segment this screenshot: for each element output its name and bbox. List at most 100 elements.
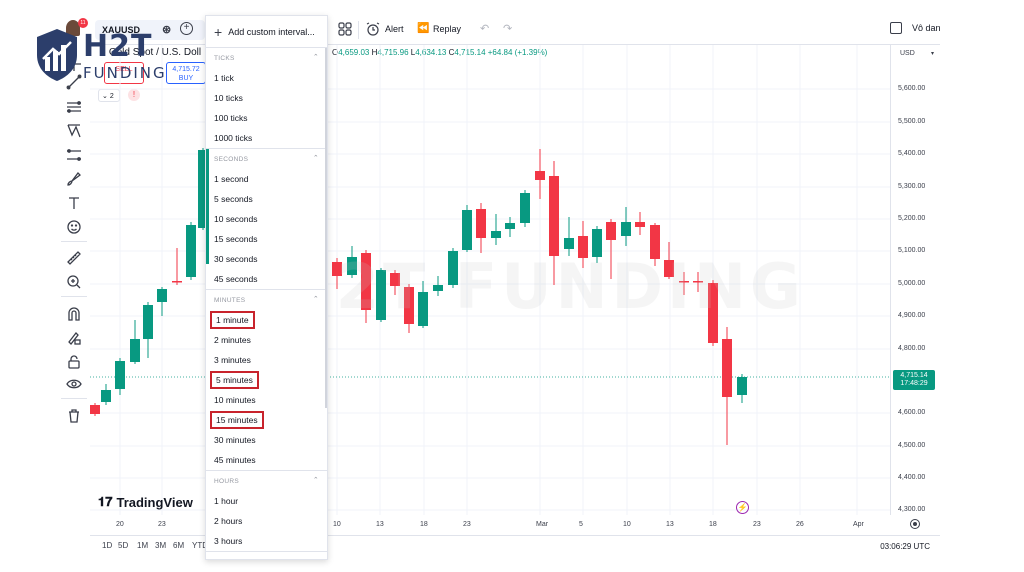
interval-option[interactable]: 5 seconds [214, 194, 253, 204]
compare-icon[interactable]: ⊛ [162, 24, 172, 36]
currency-select[interactable]: USD ▾ [900, 50, 934, 57]
text-icon[interactable] [65, 194, 83, 212]
section-header[interactable]: SECONDS ⌃ [214, 155, 319, 163]
undo-icon[interactable]: ↶ [480, 23, 490, 35]
unlock-icon[interactable] [65, 353, 83, 371]
plus-icon: + [214, 23, 223, 40]
candle [737, 377, 747, 395]
zoom-in-icon[interactable] [65, 273, 83, 291]
interval-option[interactable]: 45 minutes [214, 455, 256, 465]
redo-icon[interactable]: ↷ [503, 23, 513, 35]
checkbox[interactable] [890, 22, 902, 34]
eye-icon[interactable] [65, 375, 83, 393]
interval-option[interactable]: 10 minutes [214, 395, 256, 405]
candle [172, 281, 182, 283]
replay-button[interactable]: Replay [433, 24, 462, 34]
range-button-1m[interactable]: 1M [137, 541, 149, 550]
candle [722, 339, 732, 397]
interval-option[interactable]: 1 second [214, 174, 249, 184]
alert-button[interactable]: Alert [385, 24, 404, 34]
bottom-toolbar: 03:06:29 UTC [90, 535, 940, 557]
alarm-clock-icon[interactable] [365, 21, 381, 37]
range-button-6m[interactable]: 6M [173, 541, 185, 550]
brush-icon[interactable] [65, 170, 83, 188]
interval-option[interactable]: 45 seconds [214, 274, 258, 284]
candle [635, 222, 645, 227]
chevron-up-icon[interactable]: ⌃ [312, 296, 319, 303]
interval-option[interactable]: 2 hours [214, 516, 243, 526]
price-axis[interactable] [890, 45, 940, 515]
interval-option[interactable]: 5 minutes [210, 371, 259, 389]
interval-option[interactable]: 30 seconds [214, 254, 258, 264]
chevron-up-icon[interactable]: ⌃ [312, 477, 319, 484]
time-tick-label: 23 [158, 521, 166, 528]
divider [61, 241, 87, 242]
interval-option[interactable]: 15 minutes [210, 411, 264, 429]
sell-button[interactable]: SELL [104, 62, 144, 84]
candle [564, 238, 574, 249]
interval-option[interactable]: 1 tick [214, 73, 234, 83]
candle [90, 405, 100, 414]
scrollbar[interactable] [325, 48, 327, 408]
trend-line-icon[interactable] [65, 73, 83, 91]
price-tick-label: 5,200.00 [898, 215, 926, 222]
utc-clock[interactable]: 03:06:29 UTC [880, 542, 930, 551]
time-tick-label: 23 [463, 521, 471, 528]
settings-gear-icon[interactable] [910, 519, 920, 529]
range-button-1d[interactable]: 1D [102, 541, 113, 550]
range-button-ytd[interactable]: YTD [192, 541, 208, 550]
candle [476, 209, 486, 238]
watermark: H2T FUNDING [280, 250, 805, 323]
ruler-icon[interactable] [65, 249, 83, 267]
layout-grid-icon[interactable] [337, 21, 353, 37]
candlestick-chart[interactable] [90, 45, 890, 515]
interval-option[interactable]: 10 seconds [214, 214, 258, 224]
interval-option[interactable]: 1000 ticks [214, 133, 253, 143]
tradingview-logo: 𝟏𝟕 TradingView [98, 494, 193, 510]
price-tick-label: 5,500.00 [898, 118, 926, 125]
range-button-5d[interactable]: 5D [118, 541, 129, 550]
interval-option[interactable]: 15 seconds [214, 234, 258, 244]
candle [361, 253, 371, 310]
interval-option[interactable]: 3 hours [214, 536, 243, 546]
pattern-icon[interactable] [65, 122, 83, 140]
section-seconds: SECONDS ⌃ 1 second 5 seconds 10 seconds 15 se… [206, 149, 327, 290]
chevron-up-icon[interactable]: ⌃ [312, 54, 319, 61]
warning-icon[interactable]: ! [128, 89, 140, 101]
add-custom-interval-button[interactable]: + Add custom interval... [206, 16, 327, 48]
candle [592, 229, 602, 257]
section-header[interactable]: TICKS ⌃ [214, 54, 319, 62]
add-symbol-icon[interactable]: + [180, 22, 193, 35]
price-tick-label: 5,000.00 [898, 280, 926, 287]
emoji-icon[interactable] [65, 218, 83, 236]
lightning-icon[interactable]: ⚡ [736, 501, 749, 514]
symbol-search[interactable]: XAUUSD ⊛ [95, 20, 205, 40]
interval-option[interactable]: 1 minute [210, 311, 255, 329]
trash-icon[interactable] [65, 407, 83, 425]
interval-option[interactable]: 3 minutes [214, 355, 251, 365]
chevron-up-icon[interactable]: ⌃ [312, 155, 319, 162]
interval-option[interactable]: 10 ticks [214, 93, 243, 103]
divider [61, 398, 87, 399]
forecast-icon[interactable] [65, 146, 83, 164]
candle [376, 270, 386, 320]
price-tick-label: 4,800.00 [898, 345, 926, 352]
candle [186, 225, 196, 277]
range-button-3m[interactable]: 3M [155, 541, 167, 550]
time-tick-label: 18 [709, 521, 717, 528]
interval-option[interactable]: 2 minutes [214, 335, 251, 345]
checkbox-label: Vô dan [912, 23, 941, 33]
interval-option[interactable]: 1 hour [214, 496, 239, 506]
section-header[interactable]: HOURS ⌃ [214, 477, 319, 485]
tv-icon: 𝟏𝟕 [98, 494, 113, 509]
interval-option[interactable]: 100 ticks [214, 113, 248, 123]
avatar[interactable] [66, 20, 80, 36]
fib-retracement-icon[interactable] [65, 98, 83, 116]
magnet-icon[interactable] [65, 305, 83, 323]
section-header[interactable]: MINUTES ⌃ [214, 296, 319, 304]
candle [101, 390, 111, 402]
lock-drawing-icon[interactable] [65, 329, 83, 347]
price-tick-label: 4,400.00 [898, 474, 926, 481]
replay-icon[interactable]: ⏪ [417, 23, 430, 34]
interval-option[interactable]: 30 minutes [214, 435, 256, 445]
